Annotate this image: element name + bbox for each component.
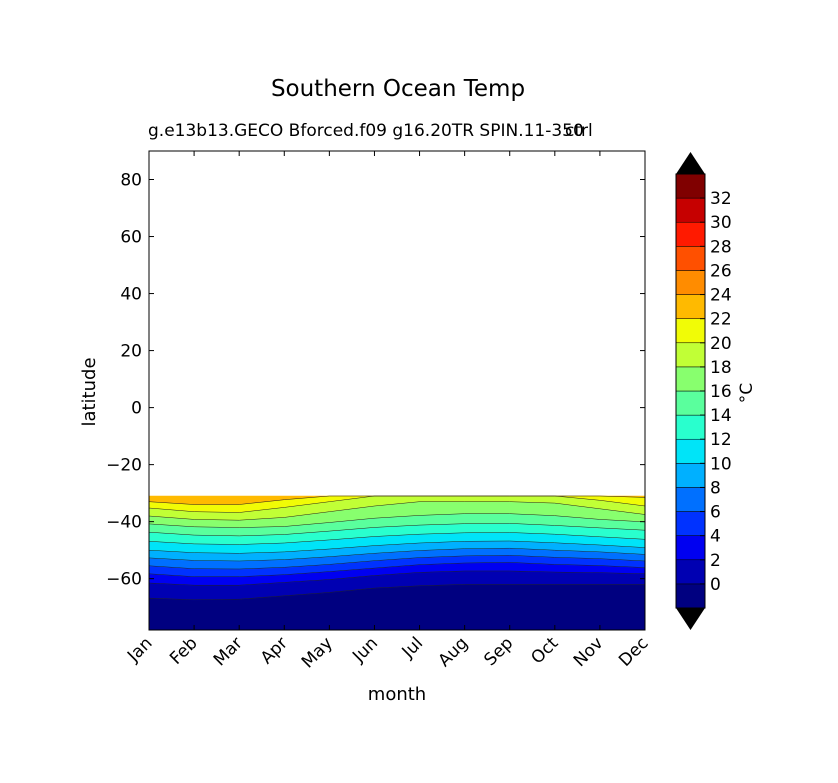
contour-line-t_16 — [149, 513, 645, 528]
colorbar-tick-label: 8 — [710, 478, 721, 498]
x-tick-label: Jun — [348, 633, 382, 667]
colorbar-extend-min — [676, 608, 705, 630]
contour-line-t_22 — [149, 495, 645, 505]
contour-line-t_4 — [149, 562, 645, 577]
x-tick-label: Jul — [398, 633, 427, 662]
colorbar-segment — [675, 390, 706, 416]
colorbar-tick-label: 30 — [710, 213, 732, 233]
colorbar-segment — [675, 246, 706, 271]
colorbar-tick-label: 22 — [710, 310, 732, 330]
colorbar-segment — [675, 438, 706, 464]
colorbar-segment — [675, 197, 706, 223]
chart-subtitle-right: ctrl — [565, 121, 593, 141]
y-tick-label: −60 — [106, 570, 142, 590]
contour-line-t_2 — [149, 570, 645, 586]
y-tick-label: −20 — [106, 456, 142, 476]
colorbar-tick-label: 16 — [710, 382, 732, 402]
colorbar-segment — [675, 173, 706, 199]
colorbar-tick-label: 0 — [710, 575, 721, 595]
chart-title: Southern Ocean Temp — [270, 76, 526, 102]
colorbar-tick-label: 20 — [710, 334, 732, 354]
y-tick-label: 60 — [120, 228, 142, 248]
contour-bands — [149, 495, 645, 630]
x-axis-label: month — [368, 684, 426, 705]
contour-line-t_0 — [149, 584, 645, 601]
x-tick-label: Mar — [210, 633, 247, 670]
x-tick-label: Oct — [527, 633, 562, 668]
contour-lines — [149, 495, 645, 601]
x-tick-label: Sep — [480, 633, 517, 670]
x-tick-label: Feb — [166, 633, 201, 668]
colorbar-extend-max — [676, 152, 705, 174]
y-axis-ticks: 80 60 40 20 0 −20 −40 −60 — [106, 171, 645, 590]
colorbar-segment — [675, 463, 706, 488]
colorbar-segment — [675, 535, 706, 561]
colorbar-segment — [675, 487, 706, 512]
contour-line-t_8 — [149, 547, 645, 562]
y-tick-label: 0 — [131, 399, 142, 419]
contour-line-t_14 — [149, 523, 645, 537]
y-tick-label: −40 — [106, 513, 142, 533]
colorbar-tick-label: 6 — [710, 503, 721, 523]
x-tick-label: Aug — [435, 633, 473, 671]
colorbar-segment — [675, 511, 706, 536]
x-tick-label: Apr — [257, 633, 292, 668]
y-tick-label: 80 — [120, 171, 142, 191]
colorbar-segment — [675, 583, 706, 609]
colorbar-segment — [675, 221, 706, 247]
colorbar-label: °C — [737, 383, 757, 403]
plot-frame — [148, 150, 646, 631]
y-tick-label: 40 — [120, 285, 142, 305]
colorbar-tick-label: 18 — [710, 358, 732, 378]
x-tick-label: Jan — [123, 633, 156, 666]
contour-line-t_10 — [149, 540, 645, 554]
chart-subtitle-left: g.e13b13.GECO Bforced.f09 g16.20TR SPIN.… — [148, 121, 584, 141]
colorbar-tick-label: 26 — [710, 261, 732, 281]
x-tick-label: Dec — [615, 633, 652, 670]
colorbar-segment — [675, 414, 706, 440]
colorbar-segment — [675, 294, 706, 319]
y-axis-label: latitude — [79, 357, 100, 426]
x-tick-label: Nov — [570, 633, 608, 671]
contour-line-t_6 — [149, 555, 645, 570]
colorbar-segment — [675, 366, 706, 392]
colorbar-segment — [675, 318, 706, 344]
colorbar-tick-label: 32 — [710, 189, 732, 209]
colorbar-tick-label: 10 — [710, 454, 732, 474]
contour-line-t_18 — [149, 501, 645, 521]
colorbar-segment — [675, 270, 706, 295]
contour-line-t_12 — [149, 532, 645, 545]
colorbar-tick-label: 2 — [710, 551, 721, 571]
colorbar-tick-label: 28 — [710, 237, 732, 257]
colorbar-tick-label: 12 — [710, 430, 732, 450]
colorbar-tick-label: 14 — [710, 406, 732, 426]
x-tick-label: May — [298, 633, 337, 672]
colorbar-tick-label: 24 — [710, 286, 732, 306]
colorbar-segment — [675, 342, 706, 368]
colorbar-tick-label: 4 — [710, 527, 721, 547]
colorbar-segment — [675, 559, 706, 585]
y-tick-label: 20 — [120, 342, 142, 362]
